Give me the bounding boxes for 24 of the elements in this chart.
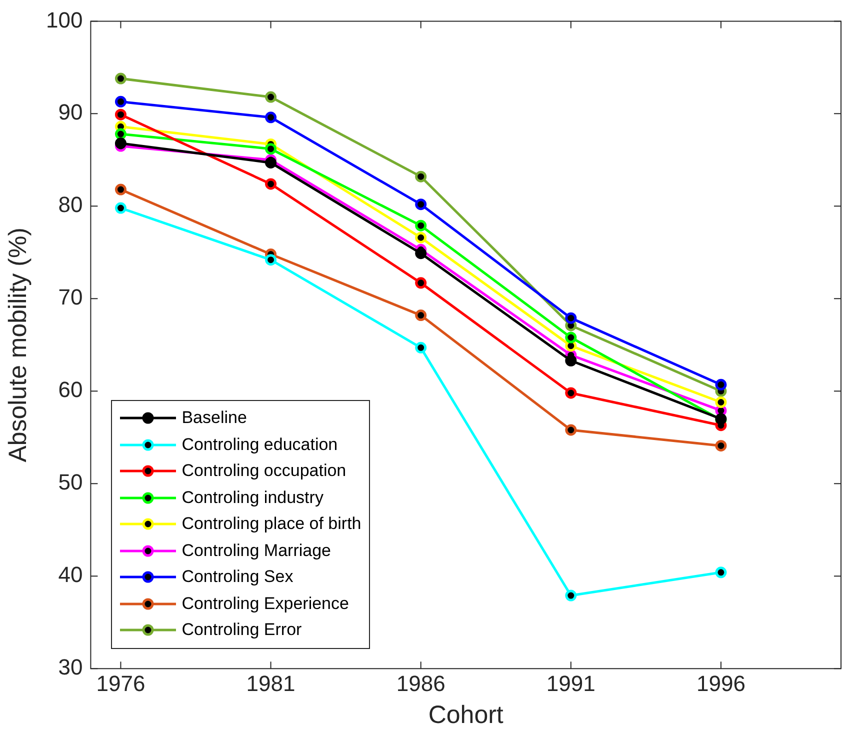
x-axis-title: Cohort — [428, 700, 504, 729]
legend-label: Controling Marriage — [182, 540, 331, 561]
y-tick-label: 90 — [58, 100, 83, 125]
legend-label: Controling Error — [182, 620, 302, 640]
y-tick-label: 100 — [46, 7, 83, 32]
legend-label: Controling education — [182, 434, 338, 455]
x-tick-label: 1981 — [246, 670, 296, 696]
x-tick-label: 1976 — [96, 670, 146, 696]
y-tick-label: 40 — [58, 562, 83, 588]
x-tick-label: 1996 — [696, 670, 746, 696]
legend-label: Controling occupation — [182, 461, 346, 482]
x-tick-label: 1986 — [396, 670, 446, 696]
y-tick-label: 60 — [58, 377, 83, 402]
legend-label: Controling industry — [182, 488, 324, 508]
legend-label: Baseline — [182, 408, 247, 428]
legend-label: Controling Experience — [182, 594, 349, 614]
y-tick-label: 50 — [58, 470, 83, 495]
legend-label: Controling Sex — [182, 567, 294, 588]
y-tick-label: 80 — [58, 192, 83, 218]
x-tick-label: 1991 — [546, 670, 596, 696]
y-tick-label: 30 — [58, 654, 83, 680]
legend-label: Controling place of birth — [182, 514, 362, 534]
y-tick-label: 70 — [58, 284, 83, 310]
y-axis-title: Absolute mobility (%) — [4, 227, 32, 462]
